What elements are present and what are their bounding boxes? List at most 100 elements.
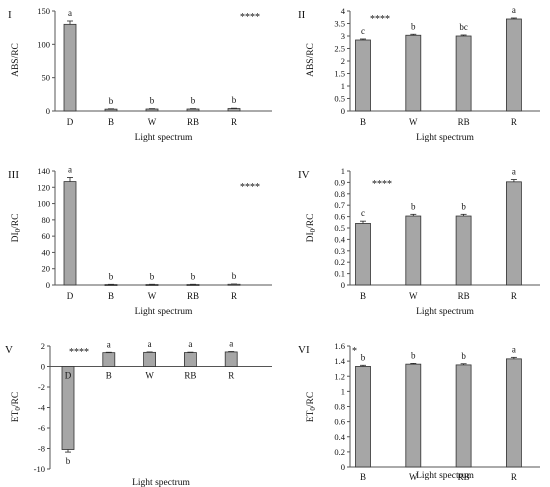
bar — [355, 223, 371, 286]
x-tick-label: RB — [458, 472, 470, 482]
bar — [183, 352, 197, 367]
y-tick-label: 60 — [42, 231, 51, 241]
significance-letter: b — [411, 350, 416, 360]
significance-stars: **** — [240, 182, 260, 193]
x-tick-label: R — [511, 472, 517, 482]
y-axis-label: DI0/RC — [11, 214, 22, 243]
significance-letter: a — [512, 344, 516, 354]
x-tick-label: W — [145, 371, 154, 381]
significance-letter: b — [66, 456, 71, 466]
y-tick-label: 2 — [341, 56, 345, 66]
chart-panel-v: V -10 -8 -6 -4 -2 0 2 ET0/RC b Da Ba Wa RB a R **** Light… — [5, 339, 272, 487]
significance-stars: **** — [240, 12, 260, 23]
x-tick-label: W — [148, 117, 157, 127]
y-tick-label: -8 — [38, 444, 45, 454]
chart-panel-iv: IV 00.1 0.20.3 0.40.50.6 0.70.8 0.91 DI0/RC c Bb… — [298, 166, 540, 317]
y-tick-label: 0 — [341, 462, 345, 472]
significance-stars: **** — [372, 179, 392, 190]
significance-letter: b — [361, 352, 366, 362]
chart-panel-iii: III020406080100120140DI0/RCaDbBbWbRBbR**… — [8, 165, 272, 317]
y-axis-label: DI0/RC — [306, 214, 317, 243]
x-tick-label: W — [409, 472, 418, 482]
y-axis-label: ABS/RC — [306, 43, 316, 77]
x-tick-label: W — [148, 291, 157, 301]
significance-stars: **** — [370, 14, 390, 25]
bar — [405, 363, 422, 468]
x-tick-label: RB — [458, 291, 470, 301]
y-tick-label: 0.3 — [334, 246, 345, 256]
y-tick-label: 1 — [341, 166, 345, 176]
x-tick-label: B — [108, 117, 114, 127]
significance-letter: b — [191, 271, 196, 281]
significance-letter: b — [191, 96, 196, 106]
bar — [505, 358, 522, 468]
significance-letter: a — [188, 339, 192, 349]
y-tick-label: 0.8 — [334, 402, 345, 412]
y-tick-label: 1 — [341, 386, 345, 396]
x-tick-label: R — [228, 371, 234, 381]
y-tick-label: 0.1 — [334, 269, 345, 279]
significance-letter: a — [107, 339, 111, 349]
panel-label: II — [298, 9, 306, 21]
significance-letter: a — [68, 8, 72, 18]
bar — [104, 108, 118, 112]
significance-letter: a — [68, 165, 72, 175]
y-tick-label: 150 — [37, 6, 50, 16]
bar — [505, 181, 522, 286]
x-axis-label: Light spectrum — [416, 307, 474, 317]
y-tick-label: 100 — [37, 199, 50, 209]
y-tick-label: 1 — [341, 81, 345, 91]
bar — [224, 351, 238, 367]
x-tick-label: W — [409, 291, 418, 301]
x-axis-label: Light spectrum — [135, 307, 193, 317]
x-tick-label: B — [108, 291, 114, 301]
y-tick-label: 0.2 — [334, 257, 345, 267]
panel-label: I — [8, 9, 12, 21]
significance-letter: c — [361, 208, 365, 218]
x-tick-label: RB — [187, 117, 199, 127]
y-tick-label: 0.4 — [334, 234, 345, 244]
x-tick-label: RB — [184, 371, 196, 381]
y-tick-label: 120 — [37, 182, 50, 192]
y-tick-label: 2.5 — [334, 44, 345, 54]
chart-panel-i: I 0 50 100 150 ABS/RC a Db Bb Wb RB b R **** Light spe… — [8, 6, 272, 143]
bar — [227, 108, 241, 112]
bar — [455, 215, 472, 286]
y-tick-label: 140 — [37, 166, 50, 176]
significance-letter: bc — [459, 22, 468, 32]
panel-label: III — [8, 169, 19, 181]
y-tick-label: 0.4 — [334, 432, 345, 442]
x-tick-label: R — [511, 291, 517, 301]
y-tick-label: 3 — [341, 31, 345, 41]
y-tick-label: 0.6 — [334, 417, 345, 427]
bar — [63, 23, 77, 112]
y-tick-label: 0.9 — [334, 177, 345, 187]
significance-letter: b — [411, 201, 416, 211]
significance-letter: b — [461, 351, 466, 361]
x-tick-label: D — [65, 371, 72, 381]
bar — [455, 364, 472, 468]
x-tick-label: R — [511, 117, 517, 127]
y-tick-label: -10 — [34, 464, 45, 474]
panel-label: V — [5, 344, 13, 356]
x-axis-label: Light spectrum — [132, 478, 190, 487]
y-tick-label: 0 — [46, 280, 50, 290]
significance-stars: * — [352, 346, 357, 357]
x-tick-label: R — [231, 117, 237, 127]
bar — [63, 181, 77, 286]
y-tick-label: 1.2 — [334, 371, 345, 381]
y-tick-label: -6 — [38, 423, 45, 433]
x-tick-label: B — [106, 371, 112, 381]
y-tick-label: 0 — [341, 280, 345, 290]
y-axis-label: ET0/RC — [11, 392, 22, 422]
bar — [355, 39, 371, 112]
y-tick-label: 2 — [41, 341, 45, 351]
y-tick-label: 100 — [37, 39, 50, 49]
y-tick-label: 0.7 — [334, 200, 345, 210]
y-tick-label: 0 — [41, 362, 45, 372]
bar — [355, 366, 371, 468]
x-tick-label: RB — [458, 117, 470, 127]
y-tick-label: 20 — [42, 264, 51, 274]
significance-letter: b — [109, 271, 114, 281]
bar — [143, 351, 157, 367]
